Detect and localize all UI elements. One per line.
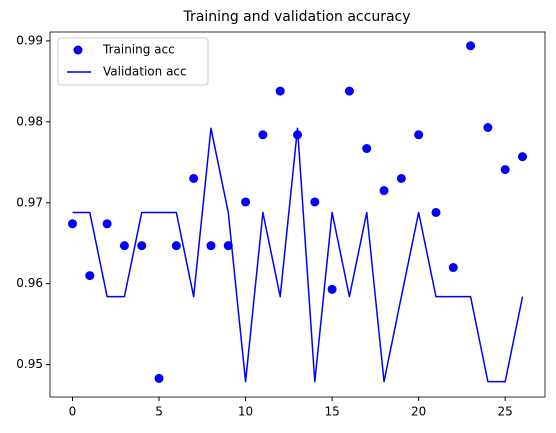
data-point [379, 186, 389, 196]
x-tick-label: 5 [155, 405, 163, 419]
data-point [448, 263, 458, 273]
data-point [119, 241, 129, 251]
y-tick-label: 0.96 [16, 276, 43, 290]
data-point [362, 144, 372, 154]
y-tick-label: 0.95 [16, 357, 43, 371]
data-point [396, 173, 406, 183]
data-point [275, 86, 285, 96]
data-point [466, 41, 476, 51]
data-point [431, 207, 441, 217]
data-point [310, 197, 320, 207]
y-tick-label: 0.97 [16, 195, 43, 209]
chart-title: Training and validation accuracy [182, 9, 410, 25]
data-point [223, 241, 233, 251]
x-tick-label: 10 [238, 405, 253, 419]
data-point [414, 130, 424, 140]
data-point [483, 122, 493, 132]
y-tick-label: 0.98 [16, 114, 43, 128]
plot-frame [49, 31, 546, 398]
legend-label: Validation acc [103, 65, 187, 79]
data-point [518, 152, 527, 162]
data-point [241, 197, 251, 207]
data-point [85, 271, 95, 281]
legend-box [57, 37, 209, 86]
data-point [500, 165, 510, 175]
data-point [189, 173, 199, 183]
data-point [171, 241, 181, 251]
data-point [137, 241, 147, 251]
x-tick-label: 0 [69, 405, 77, 419]
x-tick-label: 15 [324, 405, 339, 419]
data-line [72, 127, 524, 383]
x-tick-label: 25 [498, 405, 513, 419]
data-point [206, 241, 216, 251]
x-tick-label: 20 [411, 405, 426, 419]
data-point [327, 284, 337, 294]
legend-marker [73, 45, 83, 55]
data-point [258, 130, 268, 140]
data-point [68, 219, 77, 229]
data-point [344, 86, 354, 96]
data-point [102, 219, 112, 229]
data-point [154, 373, 164, 383]
y-tick-label: 0.99 [16, 33, 43, 47]
legend-label: Training acc [102, 43, 175, 57]
